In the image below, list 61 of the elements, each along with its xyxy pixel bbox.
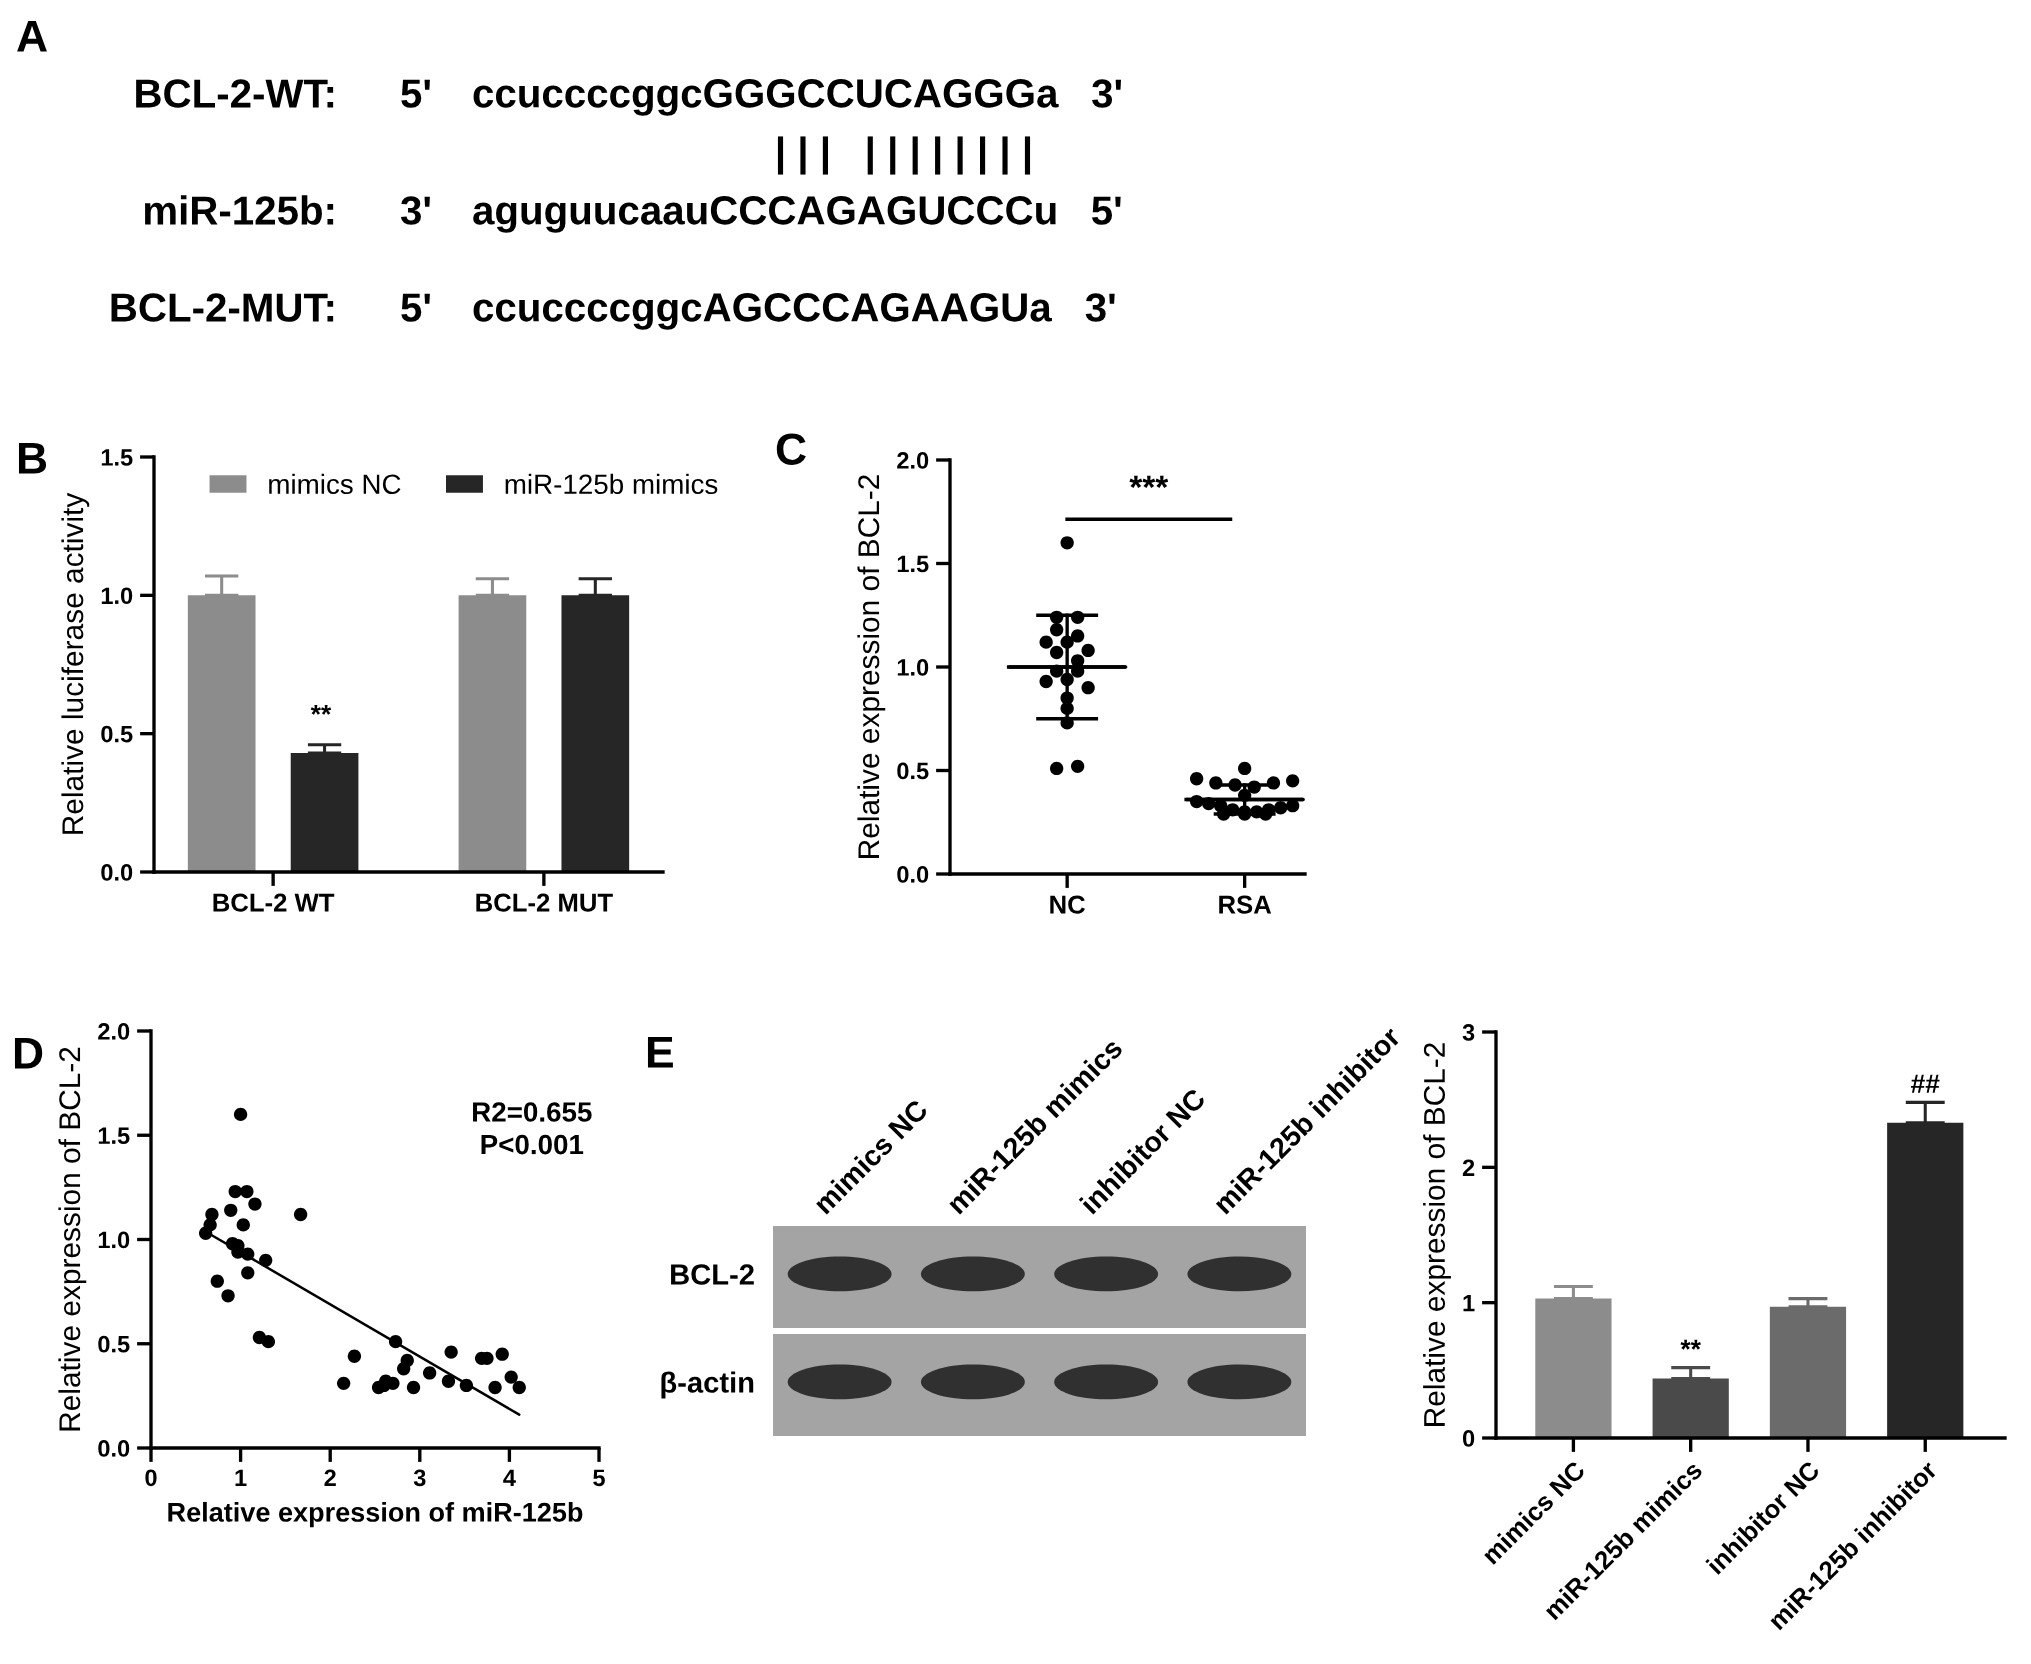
x-tick-label: 1 — [235, 1469, 247, 1486]
y-tick-label: 0 — [1462, 1430, 1475, 1447]
text: 3' — [1085, 293, 1115, 322]
y-tick-label: 1.5 — [101, 449, 133, 466]
text: E — [647, 1036, 673, 1068]
x-tick-label: 3 — [413, 1469, 426, 1487]
y-tick-label: 2.0 — [98, 1023, 130, 1040]
y-tick-label: 1.0 — [101, 587, 133, 605]
x-tick-label: 2 — [324, 1469, 336, 1486]
y-tick-label: 0.5 — [897, 762, 929, 780]
y-axis-title: Relative expression of BCL-2 — [857, 475, 886, 858]
chart-title: D — [14, 1037, 43, 1069]
x-tick-label: 5 — [593, 1469, 605, 1487]
chart-title: B — [18, 442, 47, 474]
text: 3' — [1092, 79, 1122, 108]
y-tick-label: 1 — [1463, 1294, 1475, 1312]
y-tick-label: 0.5 — [101, 725, 133, 743]
y-tick-label: 1.0 — [98, 1231, 130, 1249]
y-tick-label: 0.5 — [98, 1335, 130, 1353]
text: 5' — [1091, 196, 1121, 225]
category-label: β-actin — [661, 1371, 754, 1399]
y-tick-label: 0.0 — [897, 866, 929, 883]
y-tick-label: 2 — [1462, 1159, 1475, 1176]
chart-title: C — [776, 433, 806, 465]
annotation: ** — [1680, 1339, 1701, 1350]
y-tick-label: 1.5 — [98, 1127, 130, 1145]
y-tick-label: 1.0 — [897, 659, 929, 676]
text: 5' — [401, 79, 430, 108]
text: ccuccccggcGGGCCUCAGGGa — [473, 79, 1059, 116]
annotation: *** — [1129, 475, 1169, 489]
annotation: ## — [1911, 1074, 1940, 1093]
x-axis-title: Relative expression of miR-125b — [168, 1501, 583, 1528]
annotation: ** — [310, 705, 332, 715]
x-tick-label: 4 — [503, 1469, 516, 1486]
x-tick-label: RSA — [1219, 895, 1272, 914]
category-label: BCL-2 — [671, 1264, 754, 1285]
y-axis-title: Relative expression of BCL-2 — [58, 1047, 87, 1431]
legend-label: mimics NC — [269, 473, 401, 495]
x-tick-label: BCL-2 WT — [213, 893, 335, 912]
text: 3' — [400, 196, 430, 225]
y-tick-label: 0.0 — [98, 1440, 130, 1457]
x-tick-label: NC — [1050, 895, 1085, 914]
category-label: miR-125b: — [144, 195, 334, 225]
y-tick-label: 3 — [1462, 1024, 1475, 1041]
text: A — [17, 20, 47, 52]
y-axis-title: Relative expression of BCL-2 — [1423, 1043, 1451, 1426]
annotation: R2=0.655 — [473, 1102, 592, 1122]
x-tick-label: 0 — [145, 1469, 157, 1487]
y-tick-label: 2.0 — [897, 452, 929, 469]
x-tick-label: BCL-2 MUT — [476, 893, 613, 912]
y-tick-label: 1.5 — [897, 555, 929, 573]
text: 5' — [401, 293, 430, 322]
category-label: BCL-2-WT: — [136, 79, 334, 108]
text: | | | | | | | | | | | — [777, 136, 1031, 175]
y-axis-title: Relative luciferase activity — [61, 492, 90, 834]
category-label: BCL-2-MUT: — [111, 293, 334, 322]
y-tick-label: 0.0 — [101, 864, 133, 881]
legend-label: miR-125b mimics — [505, 473, 718, 495]
annotation: P<0.001 — [481, 1134, 584, 1155]
text: aguguucaauCCCAGAGUCCCu — [473, 196, 1056, 233]
text: ccuccccggcAGCCCAGAAGUa — [473, 293, 1052, 330]
